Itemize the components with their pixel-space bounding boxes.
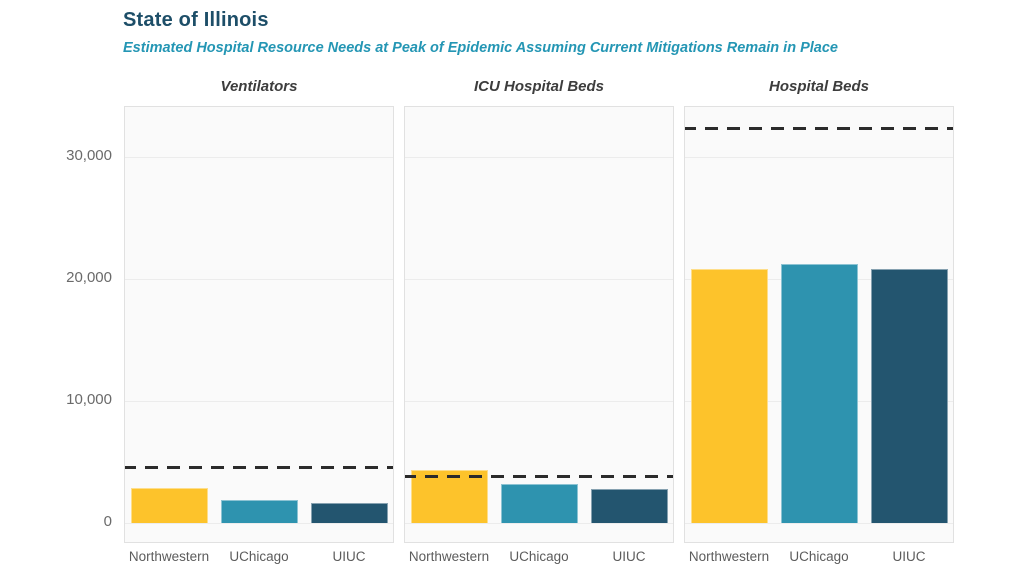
- plot-area: [684, 106, 954, 543]
- x-axis-label-uiuc: UIUC: [332, 549, 366, 564]
- bar-northwestern: [411, 469, 488, 524]
- bar-northwestern: [691, 269, 768, 524]
- y-axis-tick-label: 10,000: [66, 391, 112, 409]
- bar-northwestern: [131, 487, 208, 524]
- capacity-dashed-line: [685, 126, 953, 130]
- x-axis-label-uiuc: UIUC: [612, 549, 646, 564]
- capacity-dashed-line: [125, 466, 393, 470]
- facet-ventilators: Ventilators Northwestern UChicago UIUC: [124, 78, 394, 564]
- y-axis-tick-label: 30,000: [66, 147, 112, 165]
- x-axis-labels: Northwestern UChicago UIUC: [684, 549, 954, 564]
- y-axis-tick-label: 20,000: [66, 269, 112, 287]
- x-axis-label-northwestern: Northwestern: [688, 549, 770, 564]
- bar-uchicago: [221, 500, 298, 524]
- facet-title: Hospital Beds: [768, 78, 870, 95]
- bar-uiuc: [311, 503, 388, 524]
- facet-panels-row: Ventilators Northwestern UChicago UIUC ICU H…: [124, 78, 964, 578]
- x-axis-labels: Northwestern UChicago UIUC: [124, 549, 394, 564]
- x-axis-label-northwestern: Northwestern: [128, 549, 210, 564]
- x-axis-label-uchicago: UChicago: [789, 549, 849, 564]
- gridline: [685, 523, 953, 525]
- gridline: [405, 523, 673, 525]
- y-axis-labels: 0 10,000 20,000 30,000: [0, 106, 112, 543]
- plot-area: [404, 106, 674, 543]
- facet-icu-hospital-beds: ICU Hospital Beds Northwestern UChicago UIU…: [404, 78, 674, 564]
- facet-hospital-beds: Hospital Beds Northwestern UChicago UIUC: [684, 78, 954, 564]
- bar-uchicago: [781, 264, 858, 524]
- capacity-dashed-line: [405, 474, 673, 478]
- bar-uiuc: [591, 489, 668, 524]
- facet-title: ICU Hospital Beds: [473, 78, 605, 95]
- x-axis-label-uiuc: UIUC: [892, 549, 926, 564]
- gridline: [405, 401, 673, 403]
- gridline: [405, 157, 673, 159]
- plot-area: [124, 106, 394, 543]
- chart-title: State of Illinois: [123, 9, 269, 31]
- bar-uchicago: [501, 484, 578, 524]
- x-axis-label-uchicago: UChicago: [229, 549, 289, 564]
- gridline: [125, 157, 393, 159]
- gridline: [125, 523, 393, 525]
- bar-uiuc: [871, 269, 948, 524]
- x-axis-labels: Northwestern UChicago UIUC: [404, 549, 674, 564]
- x-axis-label-uchicago: UChicago: [509, 549, 569, 564]
- gridline: [125, 279, 393, 281]
- x-axis-label-northwestern: Northwestern: [408, 549, 490, 564]
- gridline: [405, 279, 673, 281]
- chart-subtitle: Estimated Hospital Resource Needs at Pea…: [123, 40, 838, 56]
- gridline: [125, 401, 393, 403]
- gridline: [685, 157, 953, 159]
- facet-title: Ventilators: [220, 78, 298, 95]
- y-axis-tick-label: 0: [103, 513, 112, 531]
